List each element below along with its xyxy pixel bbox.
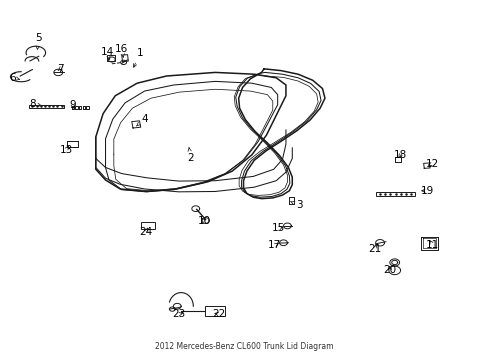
Text: 1: 1 [133, 48, 142, 67]
Text: 7: 7 [57, 64, 63, 74]
Text: 8: 8 [29, 99, 41, 109]
Text: 15: 15 [271, 224, 285, 233]
Text: 5: 5 [35, 33, 42, 49]
Text: 16: 16 [115, 44, 128, 57]
Text: 19: 19 [420, 186, 433, 196]
Text: 21: 21 [368, 244, 381, 254]
Text: 10: 10 [198, 216, 211, 226]
Text: 24: 24 [139, 227, 152, 237]
Text: 17: 17 [267, 240, 281, 250]
Text: 14: 14 [100, 46, 113, 59]
Text: 2012 Mercedes-Benz CL600 Trunk Lid Diagram: 2012 Mercedes-Benz CL600 Trunk Lid Diagr… [155, 342, 333, 351]
Text: 3: 3 [290, 200, 302, 210]
Text: 23: 23 [172, 309, 185, 319]
Text: 9: 9 [69, 100, 76, 110]
Text: 20: 20 [383, 265, 396, 275]
Text: 12: 12 [425, 159, 438, 169]
Text: 6: 6 [10, 73, 20, 83]
Text: 22: 22 [212, 309, 225, 319]
Text: 11: 11 [425, 239, 438, 249]
Text: 13: 13 [59, 145, 73, 155]
Text: 18: 18 [393, 150, 407, 160]
Text: 2: 2 [187, 148, 194, 163]
Text: 4: 4 [136, 114, 147, 126]
